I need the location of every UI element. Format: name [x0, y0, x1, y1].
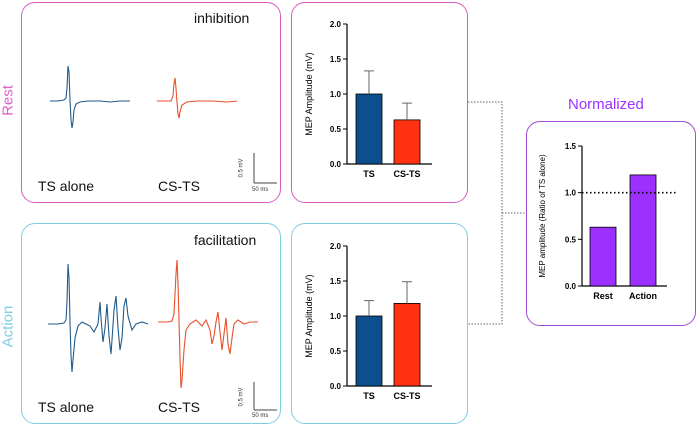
rest-ts-caption: TS alone	[38, 178, 95, 194]
bar-action	[629, 174, 657, 287]
action-bar-panel: 0.0 0.5 1.0 1.5 2.0 MEP Amplitude (mV) TS CS-TS	[291, 223, 468, 424]
normalized-panel: 0.0 0.5 1.0 1.5 MEP amplitude (Ratio of TS a…	[526, 121, 696, 326]
action-cs-caption: CS-TS	[158, 399, 200, 415]
y-tick-label: 0.0	[330, 382, 342, 391]
rest-trace-title: inhibition	[194, 10, 250, 26]
rest-scale-t: 50 ms	[252, 187, 269, 193]
bar-cs-ts	[393, 303, 421, 387]
x-tick-label: CS-TS	[394, 391, 421, 401]
y-tick-label: 0.0	[330, 160, 342, 169]
x-tick-label: CS-TS	[394, 169, 421, 179]
rest-bar-panel: 0.0 0.5 1.0 1.5 2.0 MEP Amplitude (mV) TS CS-TS	[291, 2, 468, 203]
bar-ts	[355, 315, 383, 387]
y-axis-label: MEP amplitude (Ratio of TS alone)	[538, 154, 547, 278]
normalized-bar-chart: 0.0 0.5 1.0 1.5 MEP amplitude (Ratio of TS a…	[538, 142, 677, 301]
rest-ts-trace	[50, 65, 130, 129]
action-scale-t: 50 ms	[252, 413, 269, 419]
rest-scale-v: 0.5 mV	[238, 158, 245, 178]
y-tick-label: 2.0	[330, 242, 342, 251]
x-tick-label: Action	[629, 291, 657, 301]
y-tick-label: 0.5	[565, 235, 577, 244]
y-tick-label: 1.0	[330, 90, 342, 99]
row-label-rest: Rest	[0, 85, 17, 116]
bar-cs-ts	[393, 119, 421, 165]
rest-cs-caption: CS-TS	[158, 178, 200, 194]
x-tick-label: Rest	[593, 291, 613, 301]
rest-traces-panel: inhibition TS alone CS-TS 0.5 mV 50 ms	[21, 2, 281, 203]
normalized-title: Normalized	[568, 96, 644, 113]
y-tick-label: 1.5	[330, 55, 342, 64]
y-tick-label: 0.5	[330, 125, 342, 134]
rest-scale-bar	[253, 153, 277, 184]
connector-lines	[468, 101, 526, 325]
bar-ts	[355, 93, 383, 165]
y-tick-label: 1.5	[330, 277, 342, 286]
y-tick-label: 2.0	[330, 20, 342, 29]
y-tick-label: 1.0	[330, 312, 342, 321]
action-traces-panel: facilitation TS alone CS-TS 0.5 mV 50 ms	[21, 223, 281, 424]
action-scale-bar	[253, 382, 277, 411]
y-tick-label: 1.5	[565, 142, 577, 151]
action-ts-trace	[48, 263, 149, 373]
x-tick-label: TS	[363, 169, 375, 179]
action-scale-v: 0.5 mV	[238, 387, 245, 407]
y-axis-label: MEP Amplitude (mV)	[304, 52, 314, 135]
action-trace-title: facilitation	[194, 232, 257, 248]
row-label-action: Action	[0, 305, 17, 348]
action-cs-trace	[158, 259, 258, 389]
y-tick-label: 1.0	[565, 189, 577, 198]
bar-rest	[589, 226, 617, 287]
x-tick-label: TS	[363, 391, 375, 401]
y-axis-label: MEP Amplitude (mV)	[304, 274, 314, 357]
y-tick-label: 0.0	[565, 282, 577, 291]
rest-cs-trace	[157, 77, 238, 119]
action-ts-caption: TS alone	[38, 399, 95, 415]
action-bar-chart: 0.0 0.5 1.0 1.5 2.0 MEP Amplitude (mV) TS CS-TS	[304, 242, 432, 401]
rest-bar-chart: 0.0 0.5 1.0 1.5 2.0 MEP Amplitude (mV) TS CS-TS	[304, 20, 432, 179]
y-tick-label: 0.5	[330, 347, 342, 356]
